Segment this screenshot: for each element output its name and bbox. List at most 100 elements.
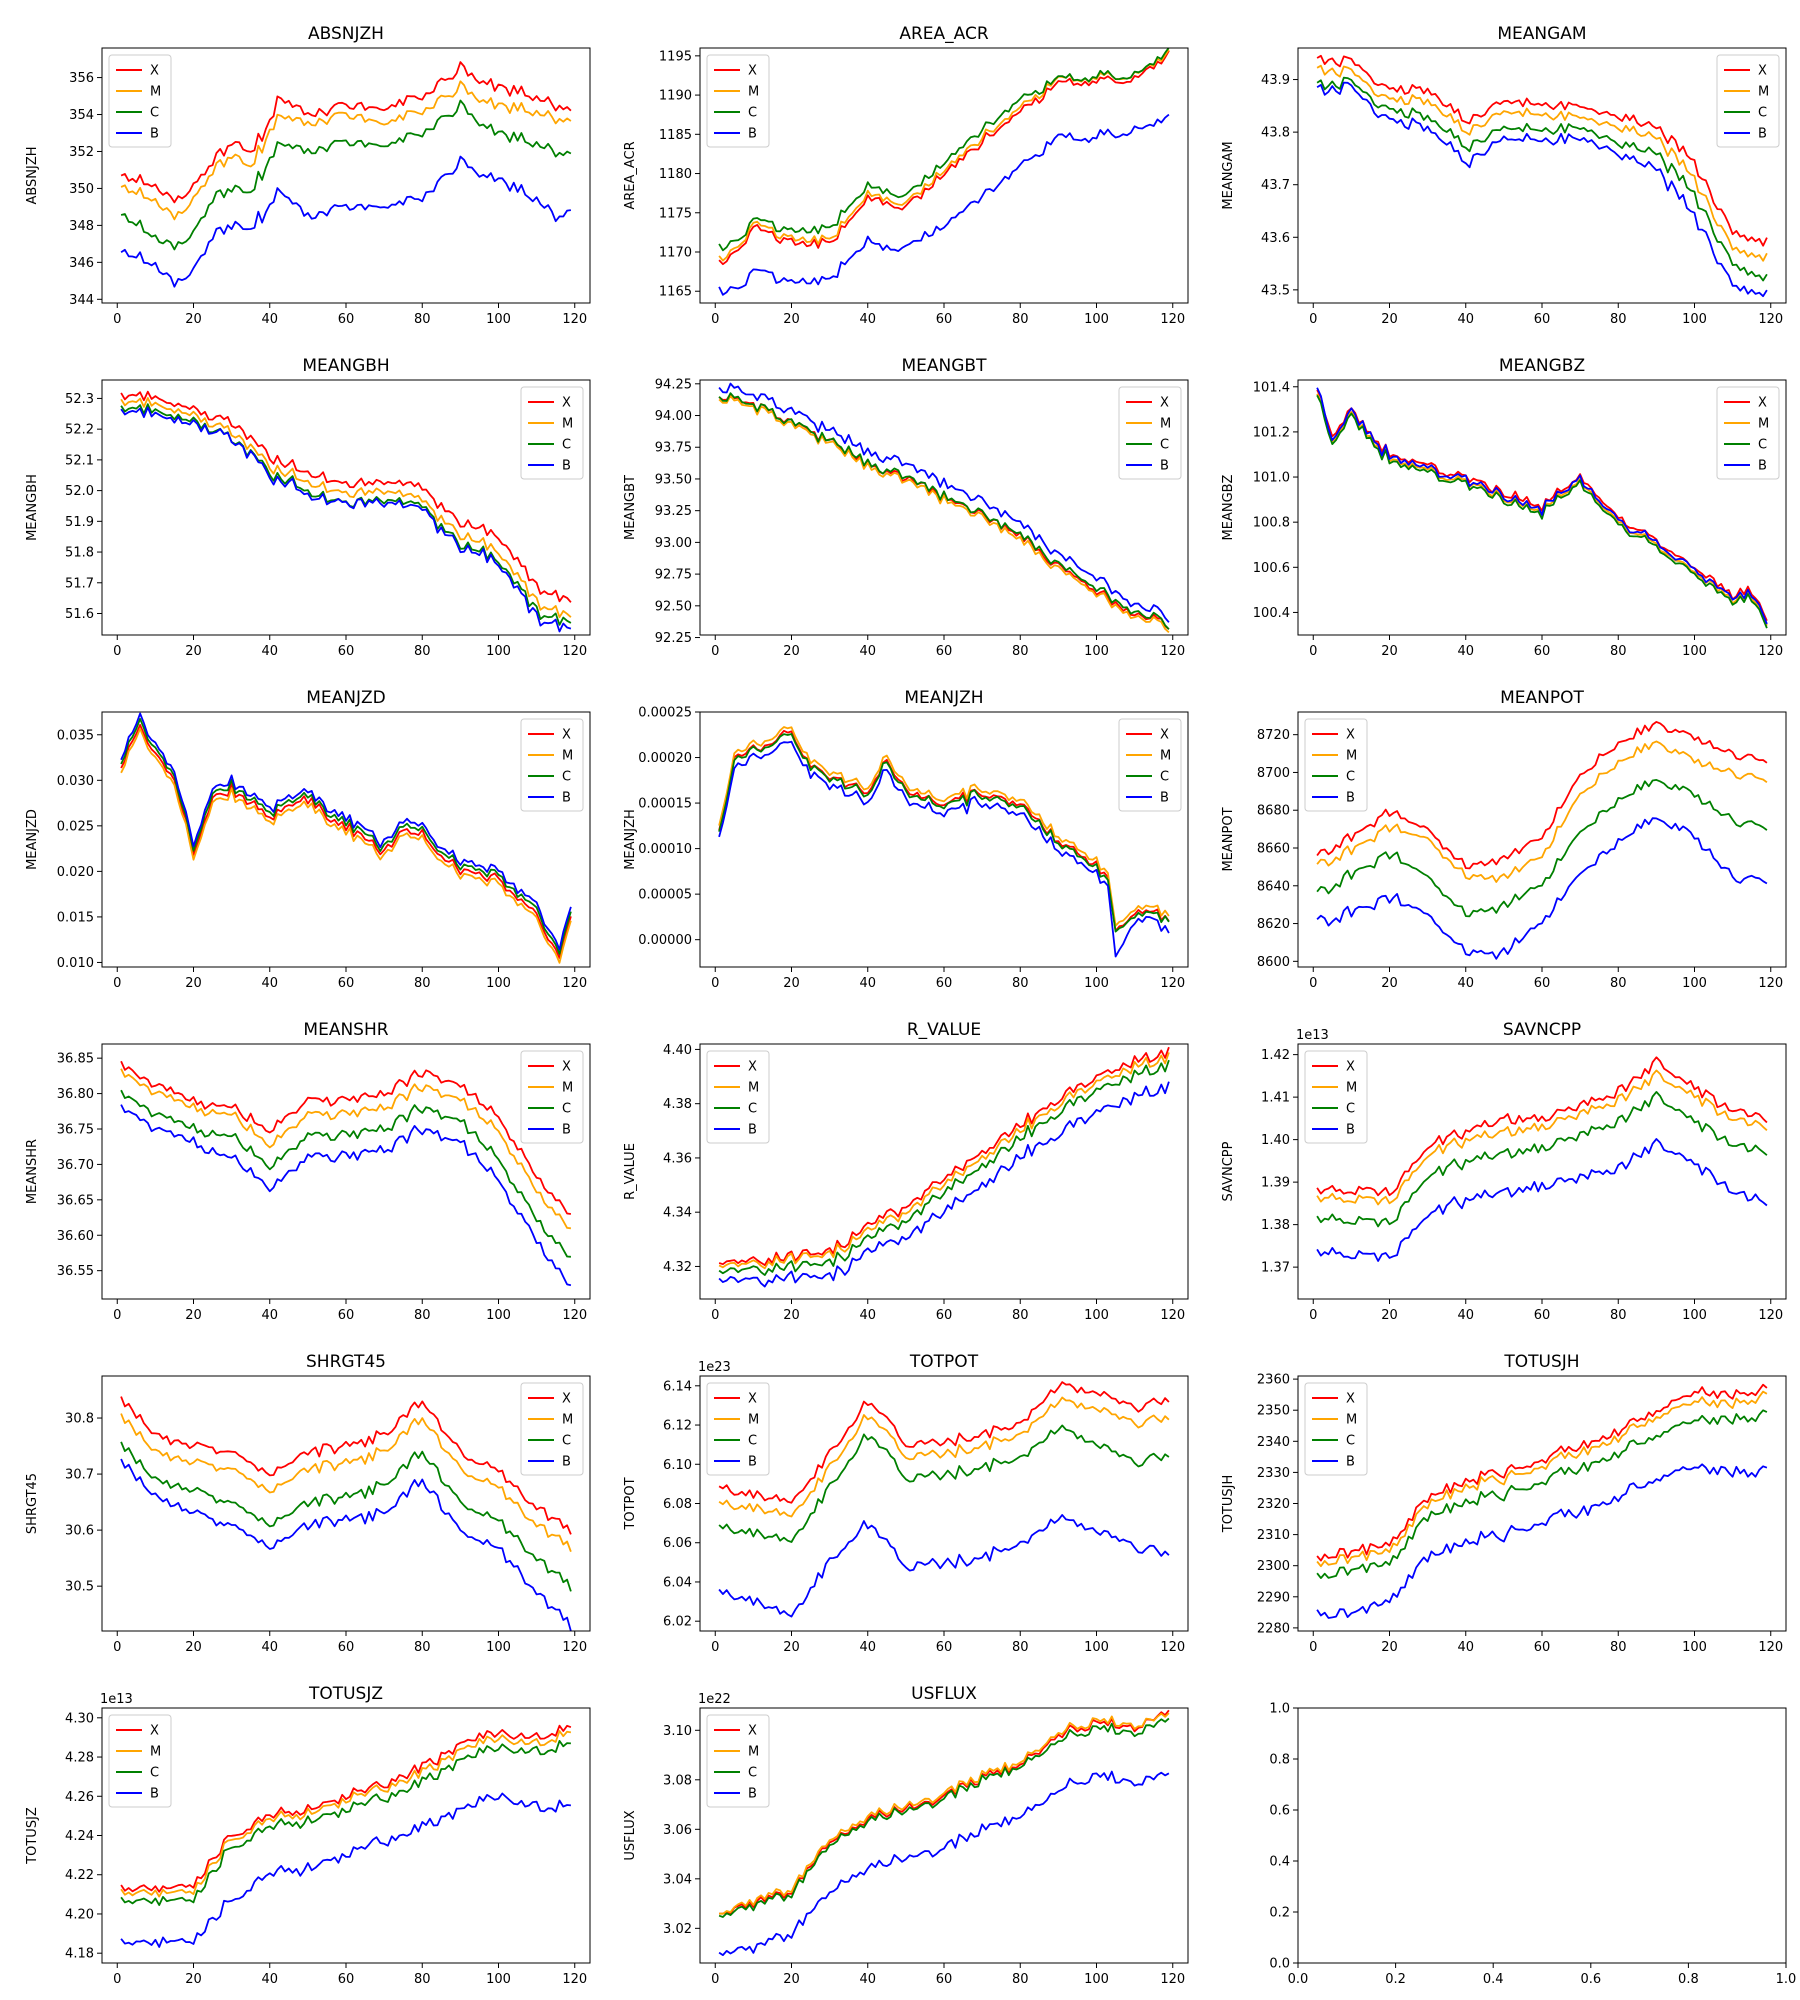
subplot-title: TOTUSJZ (308, 1684, 383, 1704)
series-line-B (718, 740, 1170, 958)
legend-label-X: X (150, 1724, 159, 1739)
legend-label-M: M (748, 85, 759, 100)
x-tick-label: 60 (936, 312, 953, 327)
subplot-title: MEANSHR (303, 1020, 388, 1040)
y-axis-label: AREA_ACR (623, 141, 638, 209)
x-tick-label: 100 (1682, 976, 1707, 991)
legend-label-X: X (562, 396, 571, 411)
subplot-13: SHRGT45 SHRGT45 0 20 40 60 80 100 120 30.5 30.6 30.… (25, 1352, 591, 1655)
plot-frame (101, 1375, 591, 1632)
legend-label-M: M (748, 1081, 759, 1096)
x-tick-label: 0 (113, 1640, 121, 1655)
y-tick-label: 93.50 (655, 472, 692, 487)
x-tick-label: 20 (185, 1640, 202, 1655)
y-tick-label: 1.39 (1261, 1176, 1290, 1191)
legend-label-X: X (748, 1392, 757, 1407)
series-line-B (120, 406, 572, 633)
legend-label-M: M (562, 417, 573, 432)
x-tick-label: 100 (486, 312, 511, 327)
x-tick-label: 0 (1309, 312, 1317, 327)
legend-label-B: B (150, 1787, 159, 1802)
y-tick-label: 101.4 (1253, 380, 1290, 395)
y-axis-offset: 1e22 (698, 1692, 731, 1707)
x-tick-label: 20 (1381, 312, 1398, 327)
legend-label-X: X (748, 64, 757, 79)
plot-frame (1297, 1707, 1787, 1964)
x-tick-label: 80 (1012, 976, 1029, 991)
y-tick-label: 0.00010 (638, 842, 692, 857)
y-tick-label: 8600 (1257, 955, 1290, 970)
y-tick-label: 3.02 (663, 1922, 692, 1937)
y-tick-label: 0.8 (1269, 1753, 1290, 1768)
y-tick-label: 0.4 (1269, 1855, 1290, 1870)
subplot-title: ABSNJZH (308, 24, 384, 44)
legend-label-M: M (1758, 85, 1769, 100)
x-tick-label: 0 (113, 1972, 121, 1987)
x-tick-label: 40 (261, 1308, 278, 1323)
series-line-B (120, 155, 572, 288)
series-line-B (718, 1081, 1170, 1288)
y-tick-label: 6.14 (663, 1379, 692, 1394)
x-tick-label: 80 (1610, 1308, 1627, 1323)
y-tick-label: 2300 (1257, 1559, 1290, 1574)
x-tick-label: 100 (486, 976, 511, 991)
subplot-title: AREA_ACR (899, 24, 989, 44)
legend-label-C: C (1758, 438, 1767, 453)
legend-label-X: X (1160, 728, 1169, 743)
x-tick-label: 60 (1534, 312, 1551, 327)
y-tick-label: 1185 (659, 128, 692, 143)
y-tick-label: 43.7 (1261, 178, 1290, 193)
x-tick-label: 100 (486, 1640, 511, 1655)
y-tick-label: 0.2 (1269, 1906, 1290, 1921)
y-tick-label: 94.25 (655, 377, 692, 392)
x-tick-label: 20 (1381, 644, 1398, 659)
y-tick-label: 1170 (659, 246, 692, 261)
x-tick-label: 80 (1610, 1640, 1627, 1655)
x-tick-label: 40 (859, 976, 876, 991)
subplot-6: MEANGBZ MEANGBZ 0 20 40 60 80 100 120 100.4 100.6 1… (1221, 356, 1787, 659)
x-tick-label: 80 (414, 1972, 431, 1987)
y-tick-label: 2320 (1257, 1497, 1290, 1512)
y-tick-label: 1.40 (1261, 1133, 1290, 1148)
series-line-X (1316, 721, 1768, 870)
x-tick-label: 120 (1160, 312, 1185, 327)
x-tick-label: 100 (1682, 644, 1707, 659)
x-tick-label: 0 (711, 1640, 719, 1655)
x-tick-label: 80 (414, 312, 431, 327)
y-tick-label: 4.18 (65, 1947, 94, 1962)
subplot-15: TOTUSJH TOTUSJH 0 20 40 60 80 100 120 2280 2290 230… (1221, 1352, 1787, 1655)
y-tick-label: 36.75 (57, 1123, 94, 1138)
y-tick-label: 0.025 (57, 819, 94, 834)
legend-label-B: B (562, 791, 571, 806)
x-tick-label: 120 (562, 312, 587, 327)
series-line-B (1316, 817, 1768, 960)
x-tick-label: 20 (783, 312, 800, 327)
y-tick-label: 1.41 (1261, 1091, 1290, 1106)
x-tick-label: 100 (1682, 1640, 1707, 1655)
subplot-4: MEANGBH MEANGBH 0 20 40 60 80 100 120 51.6 51.7 51.… (25, 356, 591, 659)
series-line-C (1316, 1409, 1768, 1579)
legend-label-C: C (1346, 1434, 1355, 1449)
y-tick-label: 4.28 (65, 1751, 94, 1766)
legend-label-C: C (562, 770, 571, 785)
series-line-C (120, 1441, 572, 1592)
x-tick-label: 0 (113, 1308, 121, 1323)
x-tick-label: 120 (1758, 1640, 1783, 1655)
legend-label-C: C (1160, 770, 1169, 785)
legend-label-M: M (1346, 749, 1357, 764)
y-tick-label: 4.30 (65, 1711, 94, 1726)
legend-label-C: C (748, 1102, 757, 1117)
series-line-B (718, 1770, 1170, 1956)
y-axis-label: ABSNJZH (25, 146, 40, 204)
legend-box (1118, 386, 1182, 480)
subplot-11: R_VALUE R_VALUE 0 20 40 60 80 100 120 4.32 4.34 4.3… (623, 1020, 1189, 1323)
y-tick-label: 1175 (659, 206, 692, 221)
series-line-X (120, 1060, 572, 1215)
x-tick-label: 0 (1309, 976, 1317, 991)
series-line-B (1316, 387, 1768, 625)
x-tick-label: 80 (1012, 312, 1029, 327)
y-tick-label: 8720 (1257, 728, 1290, 743)
